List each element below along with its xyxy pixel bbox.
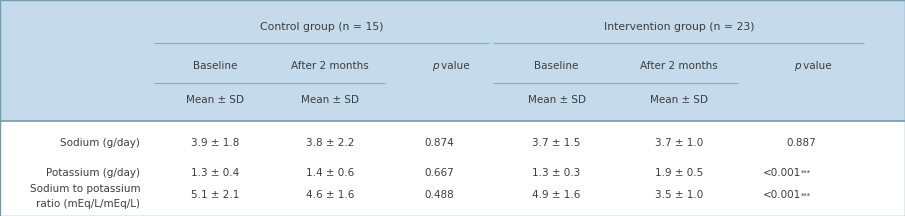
Text: 0.667: 0.667 <box>424 168 453 178</box>
Text: 3.7 ± 1.0: 3.7 ± 1.0 <box>654 138 703 148</box>
Text: p: p <box>795 61 801 71</box>
Text: Sodium to potassium: Sodium to potassium <box>30 184 140 194</box>
Text: Baseline: Baseline <box>534 61 579 71</box>
Text: Mean ± SD: Mean ± SD <box>528 95 586 105</box>
Text: p: p <box>433 61 439 71</box>
Text: <0.001: <0.001 <box>763 191 801 200</box>
Text: 0.874: 0.874 <box>424 138 453 148</box>
Text: After 2 months: After 2 months <box>640 61 718 71</box>
Text: 1.4 ± 0.6: 1.4 ± 0.6 <box>306 168 355 178</box>
Text: 5.1 ± 2.1: 5.1 ± 2.1 <box>191 191 239 200</box>
Text: Control group (n = 15): Control group (n = 15) <box>260 22 383 32</box>
Text: <0.001: <0.001 <box>763 168 801 178</box>
Text: 4.6 ± 1.6: 4.6 ± 1.6 <box>306 191 355 200</box>
Text: 4.9 ± 1.6: 4.9 ± 1.6 <box>532 191 581 200</box>
Text: ***: *** <box>801 192 811 199</box>
Text: 3.7 ± 1.5: 3.7 ± 1.5 <box>532 138 581 148</box>
Text: Baseline: Baseline <box>193 61 237 71</box>
Text: Mean ± SD: Mean ± SD <box>650 95 708 105</box>
Text: Mean ± SD: Mean ± SD <box>186 95 244 105</box>
Text: 1.3 ± 0.4: 1.3 ± 0.4 <box>191 168 239 178</box>
Text: Potassium (g/day): Potassium (g/day) <box>46 168 140 178</box>
Text: 3.8 ± 2.2: 3.8 ± 2.2 <box>306 138 355 148</box>
Text: 3.9 ± 1.8: 3.9 ± 1.8 <box>191 138 239 148</box>
Text: 1.9 ± 0.5: 1.9 ± 0.5 <box>654 168 703 178</box>
Text: 0.887: 0.887 <box>786 138 815 148</box>
Text: Mean ± SD: Mean ± SD <box>301 95 359 105</box>
Text: ***: *** <box>801 170 811 176</box>
Text: ratio (mEq/L/mEq/L): ratio (mEq/L/mEq/L) <box>36 199 140 209</box>
Text: value: value <box>439 61 470 71</box>
Text: 1.3 ± 0.3: 1.3 ± 0.3 <box>532 168 581 178</box>
Text: 3.5 ± 1.0: 3.5 ± 1.0 <box>654 191 703 200</box>
Text: value: value <box>801 61 832 71</box>
Bar <box>0 121 905 216</box>
Text: Intervention group (n = 23): Intervention group (n = 23) <box>604 22 754 32</box>
Text: Sodium (g/day): Sodium (g/day) <box>61 138 140 148</box>
Text: 0.488: 0.488 <box>424 191 453 200</box>
Text: After 2 months: After 2 months <box>291 61 369 71</box>
